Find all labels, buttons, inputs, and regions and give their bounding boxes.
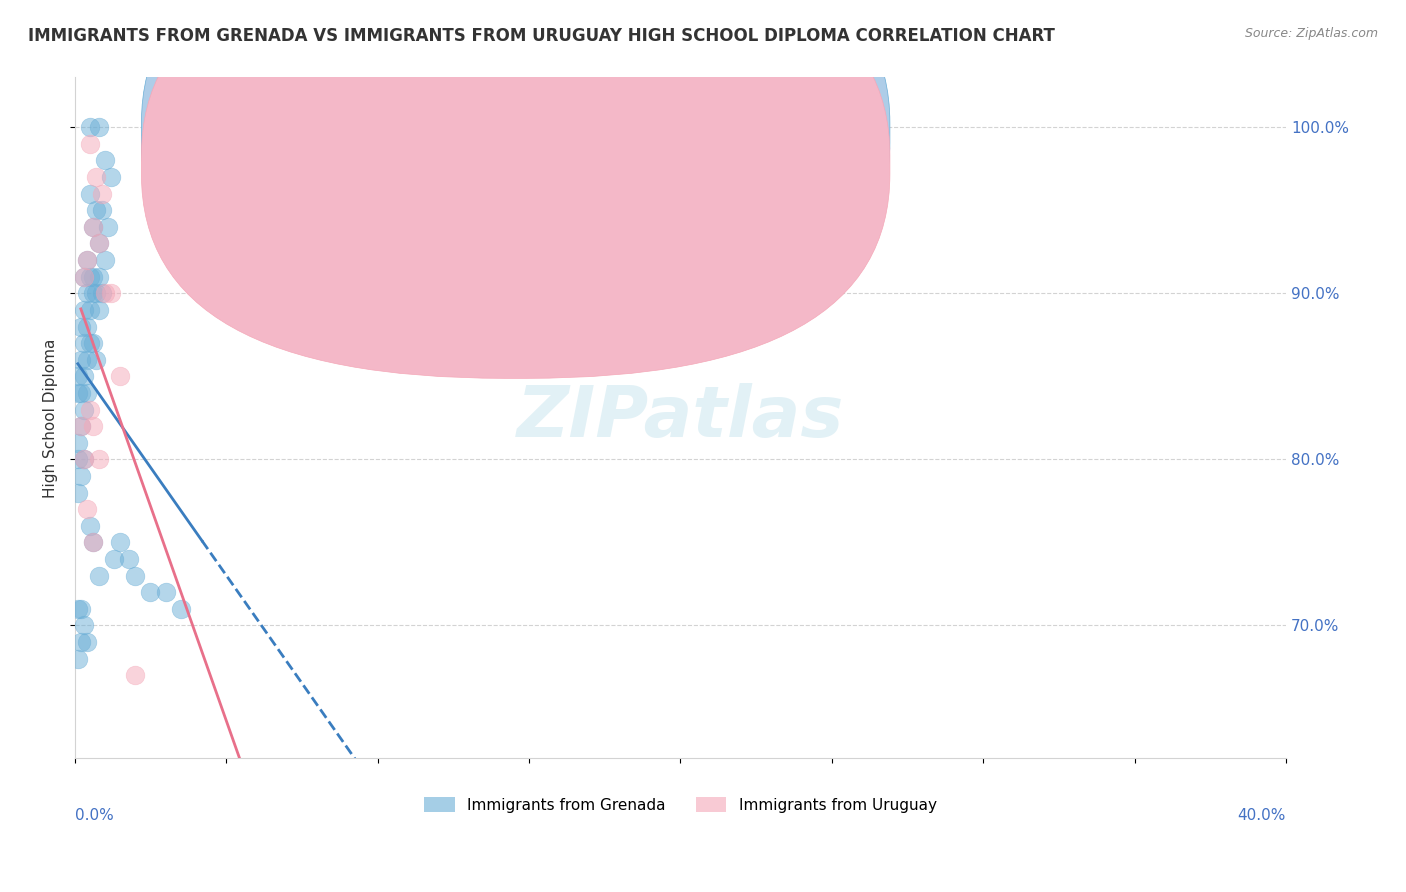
Point xyxy=(82,535,104,549)
Point xyxy=(69,352,91,367)
Point xyxy=(84,286,107,301)
Point xyxy=(69,635,91,649)
Point xyxy=(82,219,104,234)
Point xyxy=(76,502,98,516)
Point xyxy=(66,435,89,450)
Text: ZIPatlas: ZIPatlas xyxy=(516,384,844,452)
Point xyxy=(79,302,101,317)
Point xyxy=(69,319,91,334)
Point xyxy=(76,319,98,334)
Point xyxy=(82,286,104,301)
Point xyxy=(73,336,96,351)
Point xyxy=(69,601,91,615)
Text: N =: N = xyxy=(614,132,661,150)
Point xyxy=(124,668,146,682)
Point xyxy=(76,286,98,301)
Point xyxy=(69,419,91,434)
Text: 0.147: 0.147 xyxy=(565,162,617,180)
Point xyxy=(79,269,101,284)
Point xyxy=(91,286,114,301)
Point xyxy=(94,153,117,168)
Point xyxy=(76,352,98,367)
Text: R =: R = xyxy=(523,162,560,180)
Point xyxy=(76,253,98,268)
Point xyxy=(73,452,96,467)
Point xyxy=(94,253,117,268)
Point xyxy=(79,186,101,201)
Point xyxy=(100,170,122,185)
Point xyxy=(91,203,114,218)
Text: IMMIGRANTS FROM GRENADA VS IMMIGRANTS FROM URUGUAY HIGH SCHOOL DIPLOMA CORRELATI: IMMIGRANTS FROM GRENADA VS IMMIGRANTS FR… xyxy=(28,27,1054,45)
Point xyxy=(73,452,96,467)
FancyBboxPatch shape xyxy=(142,0,890,378)
Point xyxy=(84,203,107,218)
Text: 0.044: 0.044 xyxy=(565,132,617,150)
Point xyxy=(87,120,110,135)
Text: 0.0%: 0.0% xyxy=(75,808,114,823)
Point xyxy=(84,170,107,185)
Point xyxy=(66,385,89,400)
Point xyxy=(73,269,96,284)
Point xyxy=(82,269,104,284)
Point xyxy=(139,585,162,599)
Point xyxy=(118,552,141,566)
Point xyxy=(87,236,110,251)
Point xyxy=(170,601,193,615)
Y-axis label: High School Diploma: High School Diploma xyxy=(44,338,58,498)
Point xyxy=(69,419,91,434)
Point xyxy=(76,253,98,268)
Legend: Immigrants from Grenada, Immigrants from Uruguay: Immigrants from Grenada, Immigrants from… xyxy=(418,790,943,819)
Point xyxy=(69,469,91,483)
Point xyxy=(66,369,89,384)
Text: 18: 18 xyxy=(662,162,685,180)
FancyBboxPatch shape xyxy=(142,0,890,346)
Point xyxy=(82,336,104,351)
Point xyxy=(69,385,91,400)
Text: Source: ZipAtlas.com: Source: ZipAtlas.com xyxy=(1244,27,1378,40)
Point xyxy=(79,336,101,351)
Point xyxy=(76,385,98,400)
Point xyxy=(79,518,101,533)
Point xyxy=(66,651,89,665)
Point xyxy=(84,352,107,367)
Text: R =: R = xyxy=(523,132,560,150)
Point xyxy=(66,485,89,500)
Point xyxy=(97,219,120,234)
Point xyxy=(94,286,117,301)
Point xyxy=(108,535,131,549)
Point xyxy=(87,269,110,284)
Point xyxy=(87,452,110,467)
Point xyxy=(87,302,110,317)
Point xyxy=(100,286,122,301)
Point xyxy=(73,402,96,417)
Point xyxy=(79,120,101,135)
Point xyxy=(103,552,125,566)
Point xyxy=(73,618,96,632)
Text: N =: N = xyxy=(614,162,661,180)
Point xyxy=(73,369,96,384)
Point xyxy=(79,136,101,151)
Point xyxy=(73,269,96,284)
Point xyxy=(87,236,110,251)
Point xyxy=(82,219,104,234)
Point xyxy=(124,568,146,582)
FancyBboxPatch shape xyxy=(486,102,875,194)
Point xyxy=(79,402,101,417)
Point xyxy=(82,535,104,549)
Point xyxy=(66,452,89,467)
Text: 40.0%: 40.0% xyxy=(1237,808,1286,823)
Point xyxy=(155,585,177,599)
Point xyxy=(76,635,98,649)
Point xyxy=(91,186,114,201)
Point xyxy=(108,369,131,384)
Point xyxy=(87,568,110,582)
Point xyxy=(82,419,104,434)
Text: 59: 59 xyxy=(662,132,685,150)
Point xyxy=(66,601,89,615)
Point xyxy=(73,302,96,317)
